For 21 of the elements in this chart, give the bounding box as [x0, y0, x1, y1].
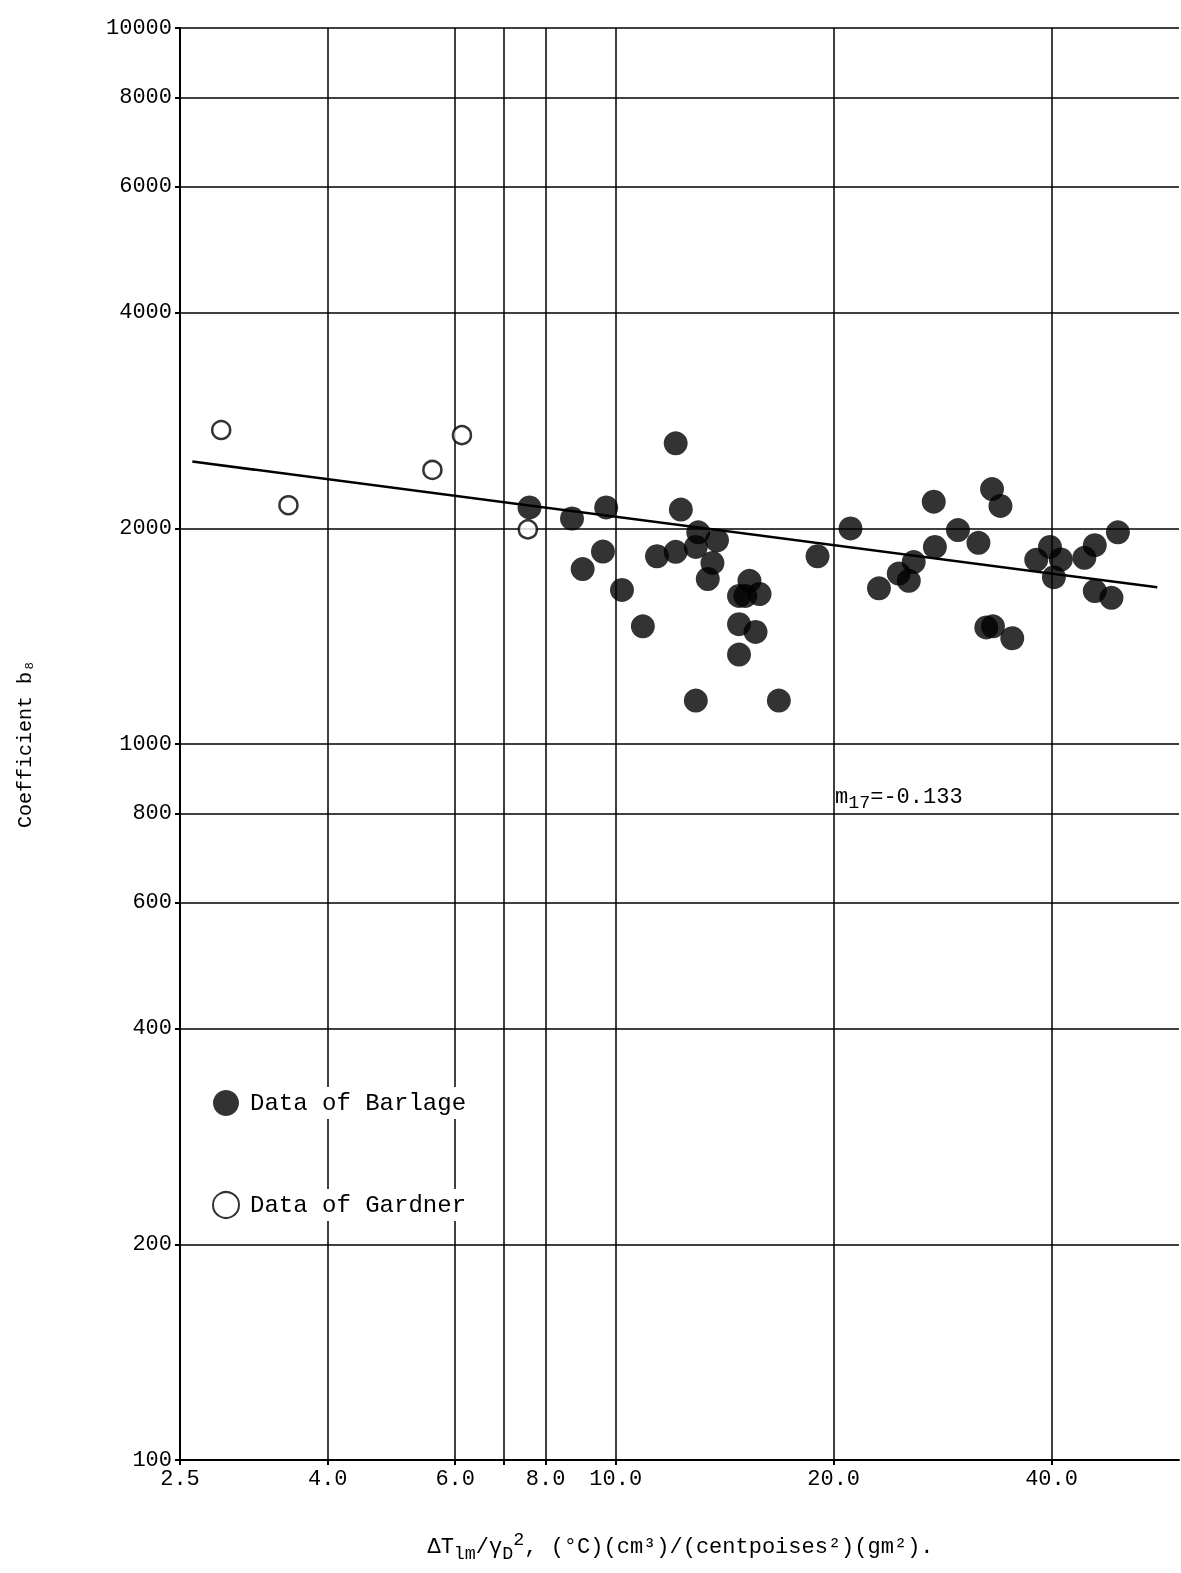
x-tick-label: 10.0: [589, 1466, 643, 1492]
y-tick-label: 8000: [119, 84, 172, 110]
x-tick-label: 20.0: [807, 1466, 861, 1492]
y-tick-label: 400: [132, 1016, 172, 1042]
y-tick-label: 10000: [105, 15, 172, 41]
y-tick-label: 200: [132, 1231, 172, 1257]
x-tick-label: 6.0: [435, 1466, 475, 1492]
x-axis-title: ΔT$_{lm}$/γ$_{D}$$^{2}$, (°C)(cm³)/(centpoises²)(gm²).: [426, 1530, 935, 1565]
y-tick-label: 800: [132, 800, 172, 826]
y-axis-title: Coefficient b₈: [14, 659, 37, 828]
y-tick-label: 4000: [119, 300, 172, 326]
x-tick-label: 8.0: [525, 1466, 566, 1492]
legend-label: Data of Barlage: [250, 1089, 467, 1117]
y-tick-label: 2000: [119, 515, 172, 541]
legend-label: Data of Gardner: [250, 1191, 467, 1219]
x-tick-label: 4.0: [307, 1466, 348, 1492]
x-tick-label: 40.0: [1025, 1466, 1078, 1492]
y-tick-label: 1000: [119, 731, 172, 757]
y-tick-label: 6000: [119, 174, 172, 200]
y-tick-label: 600: [132, 890, 172, 916]
annotation: m$_{17}$=-0.133: [835, 785, 963, 815]
